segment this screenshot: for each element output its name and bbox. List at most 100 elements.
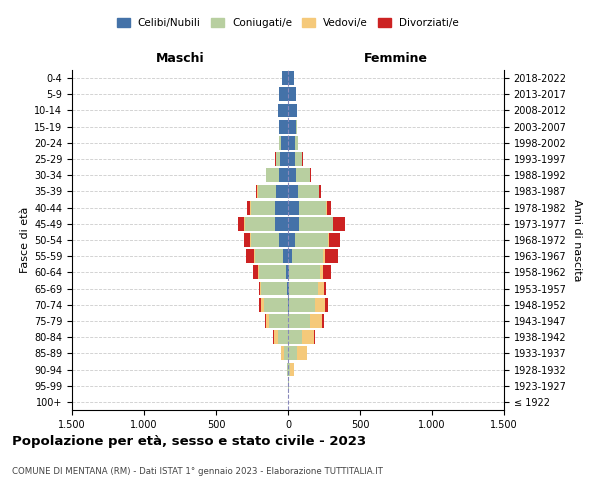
- Bar: [288, 282, 289, 296]
- Bar: [280, 233, 288, 247]
- Bar: [273, 330, 274, 344]
- Bar: [288, 330, 302, 344]
- Bar: [278, 104, 288, 118]
- Bar: [286, 266, 288, 280]
- Bar: [263, 298, 288, 312]
- Bar: [251, 233, 280, 247]
- Bar: [265, 314, 266, 328]
- Bar: [275, 200, 288, 214]
- Bar: [302, 330, 314, 344]
- Bar: [280, 120, 288, 134]
- Bar: [253, 266, 259, 280]
- Bar: [288, 152, 295, 166]
- Bar: [288, 71, 294, 85]
- Bar: [334, 217, 345, 230]
- Bar: [295, 136, 298, 149]
- Bar: [323, 250, 325, 263]
- Bar: [259, 298, 262, 312]
- Bar: [288, 104, 296, 118]
- Bar: [310, 168, 311, 182]
- Bar: [280, 88, 288, 101]
- Bar: [288, 217, 299, 230]
- Bar: [288, 362, 290, 376]
- Bar: [260, 282, 262, 296]
- Bar: [278, 136, 281, 149]
- Bar: [288, 88, 296, 101]
- Bar: [278, 330, 288, 344]
- Bar: [287, 282, 288, 296]
- Bar: [296, 346, 307, 360]
- Bar: [266, 168, 280, 182]
- Bar: [288, 250, 292, 263]
- Bar: [276, 152, 280, 166]
- Bar: [329, 233, 340, 247]
- Bar: [258, 184, 277, 198]
- Bar: [246, 250, 254, 263]
- Bar: [324, 282, 326, 296]
- Bar: [280, 168, 288, 182]
- Bar: [320, 266, 323, 280]
- Bar: [256, 184, 257, 198]
- Bar: [288, 168, 296, 182]
- Bar: [238, 217, 244, 230]
- Bar: [262, 298, 263, 312]
- Bar: [319, 184, 320, 198]
- Bar: [289, 266, 320, 280]
- Bar: [278, 120, 280, 134]
- Bar: [288, 136, 295, 149]
- Bar: [295, 233, 328, 247]
- Bar: [284, 346, 288, 360]
- Text: Maschi: Maschi: [155, 52, 205, 65]
- Bar: [299, 217, 332, 230]
- Bar: [290, 362, 295, 376]
- Bar: [292, 250, 323, 263]
- Bar: [325, 298, 328, 312]
- Bar: [322, 314, 324, 328]
- Bar: [287, 362, 288, 376]
- Bar: [288, 314, 310, 328]
- Bar: [247, 200, 250, 214]
- Bar: [277, 184, 288, 198]
- Bar: [316, 298, 325, 312]
- Bar: [317, 282, 324, 296]
- Bar: [328, 233, 329, 247]
- Bar: [266, 314, 269, 328]
- Bar: [274, 330, 278, 344]
- Y-axis label: Anni di nascita: Anni di nascita: [572, 198, 582, 281]
- Bar: [289, 298, 316, 312]
- Bar: [323, 266, 331, 280]
- Bar: [269, 314, 288, 328]
- Bar: [281, 71, 288, 85]
- Bar: [288, 298, 289, 312]
- Bar: [326, 200, 331, 214]
- Bar: [310, 314, 322, 328]
- Bar: [288, 379, 289, 392]
- Bar: [325, 250, 338, 263]
- Bar: [288, 266, 289, 280]
- Text: Popolazione per età, sesso e stato civile - 2023: Popolazione per età, sesso e stato civil…: [12, 435, 366, 448]
- Bar: [332, 217, 334, 230]
- Bar: [251, 200, 275, 214]
- Bar: [288, 346, 296, 360]
- Bar: [288, 233, 295, 247]
- Bar: [255, 250, 283, 263]
- Bar: [299, 200, 326, 214]
- Bar: [280, 152, 288, 166]
- Bar: [259, 266, 286, 280]
- Bar: [288, 200, 299, 214]
- Bar: [288, 184, 298, 198]
- Bar: [296, 168, 310, 182]
- Text: COMUNE DI MENTANA (RM) - Dati ISTAT 1° gennaio 2023 - Elaborazione TUTTITALIA.IT: COMUNE DI MENTANA (RM) - Dati ISTAT 1° g…: [12, 468, 383, 476]
- Bar: [288, 120, 296, 134]
- Bar: [283, 250, 288, 263]
- Legend: Celibi/Nubili, Coniugati/e, Vedovi/e, Divorziati/e: Celibi/Nubili, Coniugati/e, Vedovi/e, Di…: [113, 14, 463, 32]
- Bar: [298, 184, 319, 198]
- Text: Femmine: Femmine: [364, 52, 428, 65]
- Bar: [244, 233, 250, 247]
- Bar: [295, 152, 302, 166]
- Bar: [275, 217, 288, 230]
- Bar: [259, 282, 260, 296]
- Y-axis label: Fasce di età: Fasce di età: [20, 207, 30, 273]
- Bar: [281, 136, 288, 149]
- Bar: [289, 282, 317, 296]
